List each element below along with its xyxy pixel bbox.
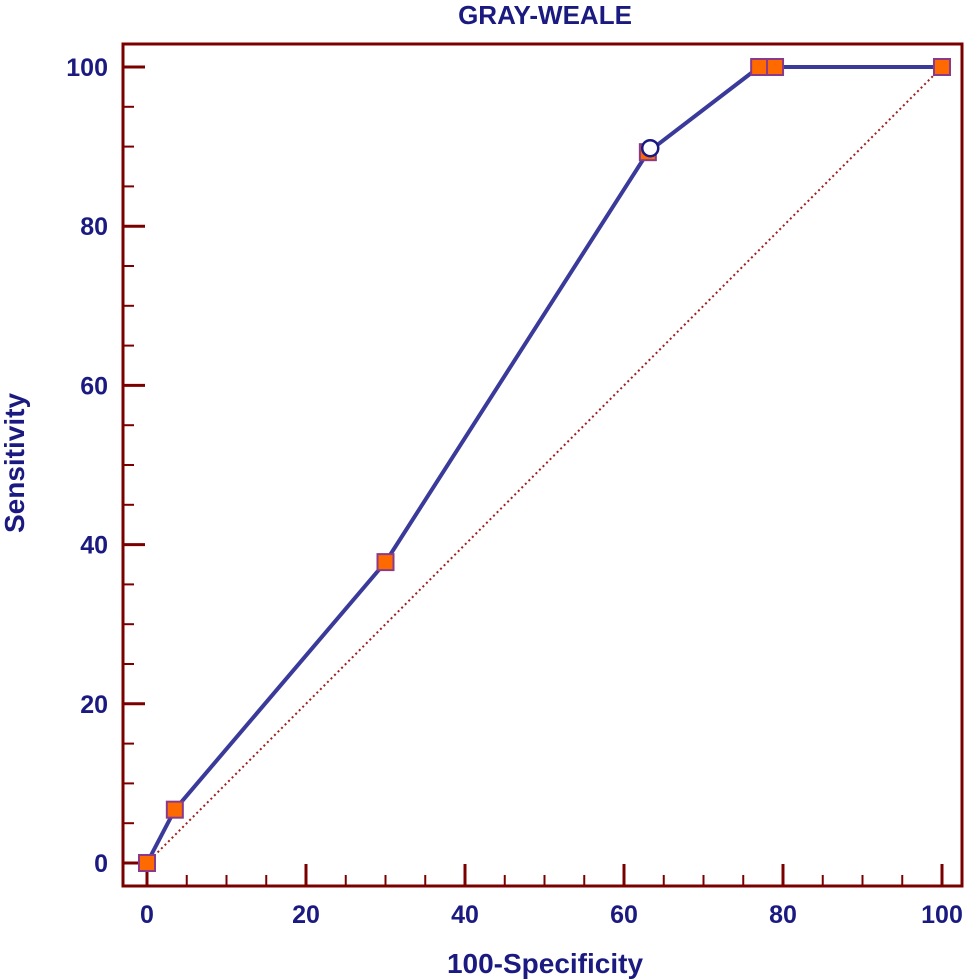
x-tick-label: 80 — [769, 901, 797, 929]
x-tick-label: 100 — [921, 901, 963, 929]
x-axis-label: 100-Specificity — [447, 948, 644, 979]
optimal-cutoff-point — [640, 138, 660, 158]
y-tick-label: 20 — [80, 691, 108, 719]
roc-point — [376, 553, 395, 572]
y-tick-label: 100 — [66, 54, 108, 82]
x-tick-label: 40 — [451, 901, 479, 929]
x-tick-label: 20 — [292, 901, 320, 929]
roc-point — [750, 58, 769, 76]
y-tick-label: 40 — [80, 532, 108, 560]
y-tick-label: 0 — [94, 850, 108, 878]
roc-point — [933, 58, 951, 76]
x-tick-label: 0 — [140, 901, 154, 929]
y-tick-label: 60 — [80, 372, 108, 400]
roc-point — [766, 58, 785, 76]
y-tick-label: 80 — [80, 213, 108, 241]
x-tick-label: 60 — [610, 901, 638, 929]
plot-area: 0 20 40 60 80 100 0 20 40 60 80 100 — [66, 42, 964, 929]
reference-line — [146, 66, 943, 864]
y-axis-label: Sensitivity — [0, 393, 30, 533]
roc-point — [165, 800, 184, 819]
chart-title: GRAY-WEALE — [458, 0, 632, 30]
roc-point — [138, 854, 156, 872]
